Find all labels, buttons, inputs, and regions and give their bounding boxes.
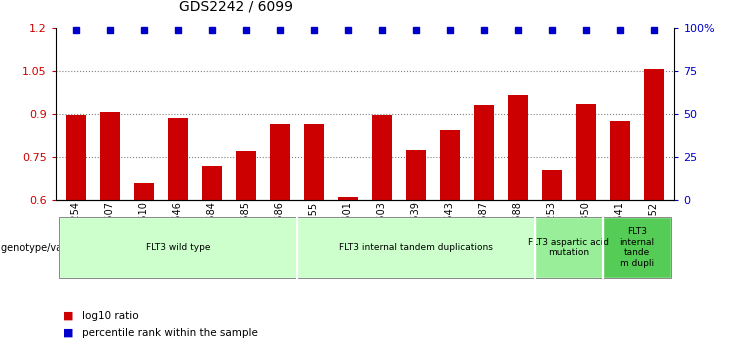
Text: ■: ■	[63, 311, 73, 321]
Bar	[338, 197, 358, 200]
Text: genotype/variation  ▶: genotype/variation ▶	[1, 243, 108, 253]
Bar	[66, 115, 86, 200]
Bar	[406, 150, 426, 200]
Bar	[167, 118, 188, 200]
Bar	[236, 151, 256, 200]
Text: FLT3 aspartic acid
mutation: FLT3 aspartic acid mutation	[528, 238, 609, 257]
Bar	[473, 105, 494, 200]
Bar	[576, 104, 596, 200]
Bar	[439, 130, 460, 200]
Text: ■: ■	[63, 328, 73, 338]
Bar	[304, 124, 324, 200]
Text: GDS2242 / 6099: GDS2242 / 6099	[179, 0, 293, 14]
Text: percentile rank within the sample: percentile rank within the sample	[82, 328, 257, 338]
Bar	[270, 124, 290, 200]
Bar	[610, 121, 630, 200]
Bar	[372, 115, 392, 200]
Bar	[508, 95, 528, 200]
Text: FLT3 wild type: FLT3 wild type	[146, 243, 210, 252]
Text: FLT3 internal tandem duplications: FLT3 internal tandem duplications	[339, 243, 493, 252]
Bar	[202, 166, 222, 200]
Text: FLT3
internal
tande
m dupli: FLT3 internal tande m dupli	[619, 227, 654, 268]
Bar	[542, 170, 562, 200]
Bar	[100, 112, 120, 200]
Bar	[134, 183, 154, 200]
Bar	[644, 69, 664, 200]
Text: log10 ratio: log10 ratio	[82, 311, 138, 321]
